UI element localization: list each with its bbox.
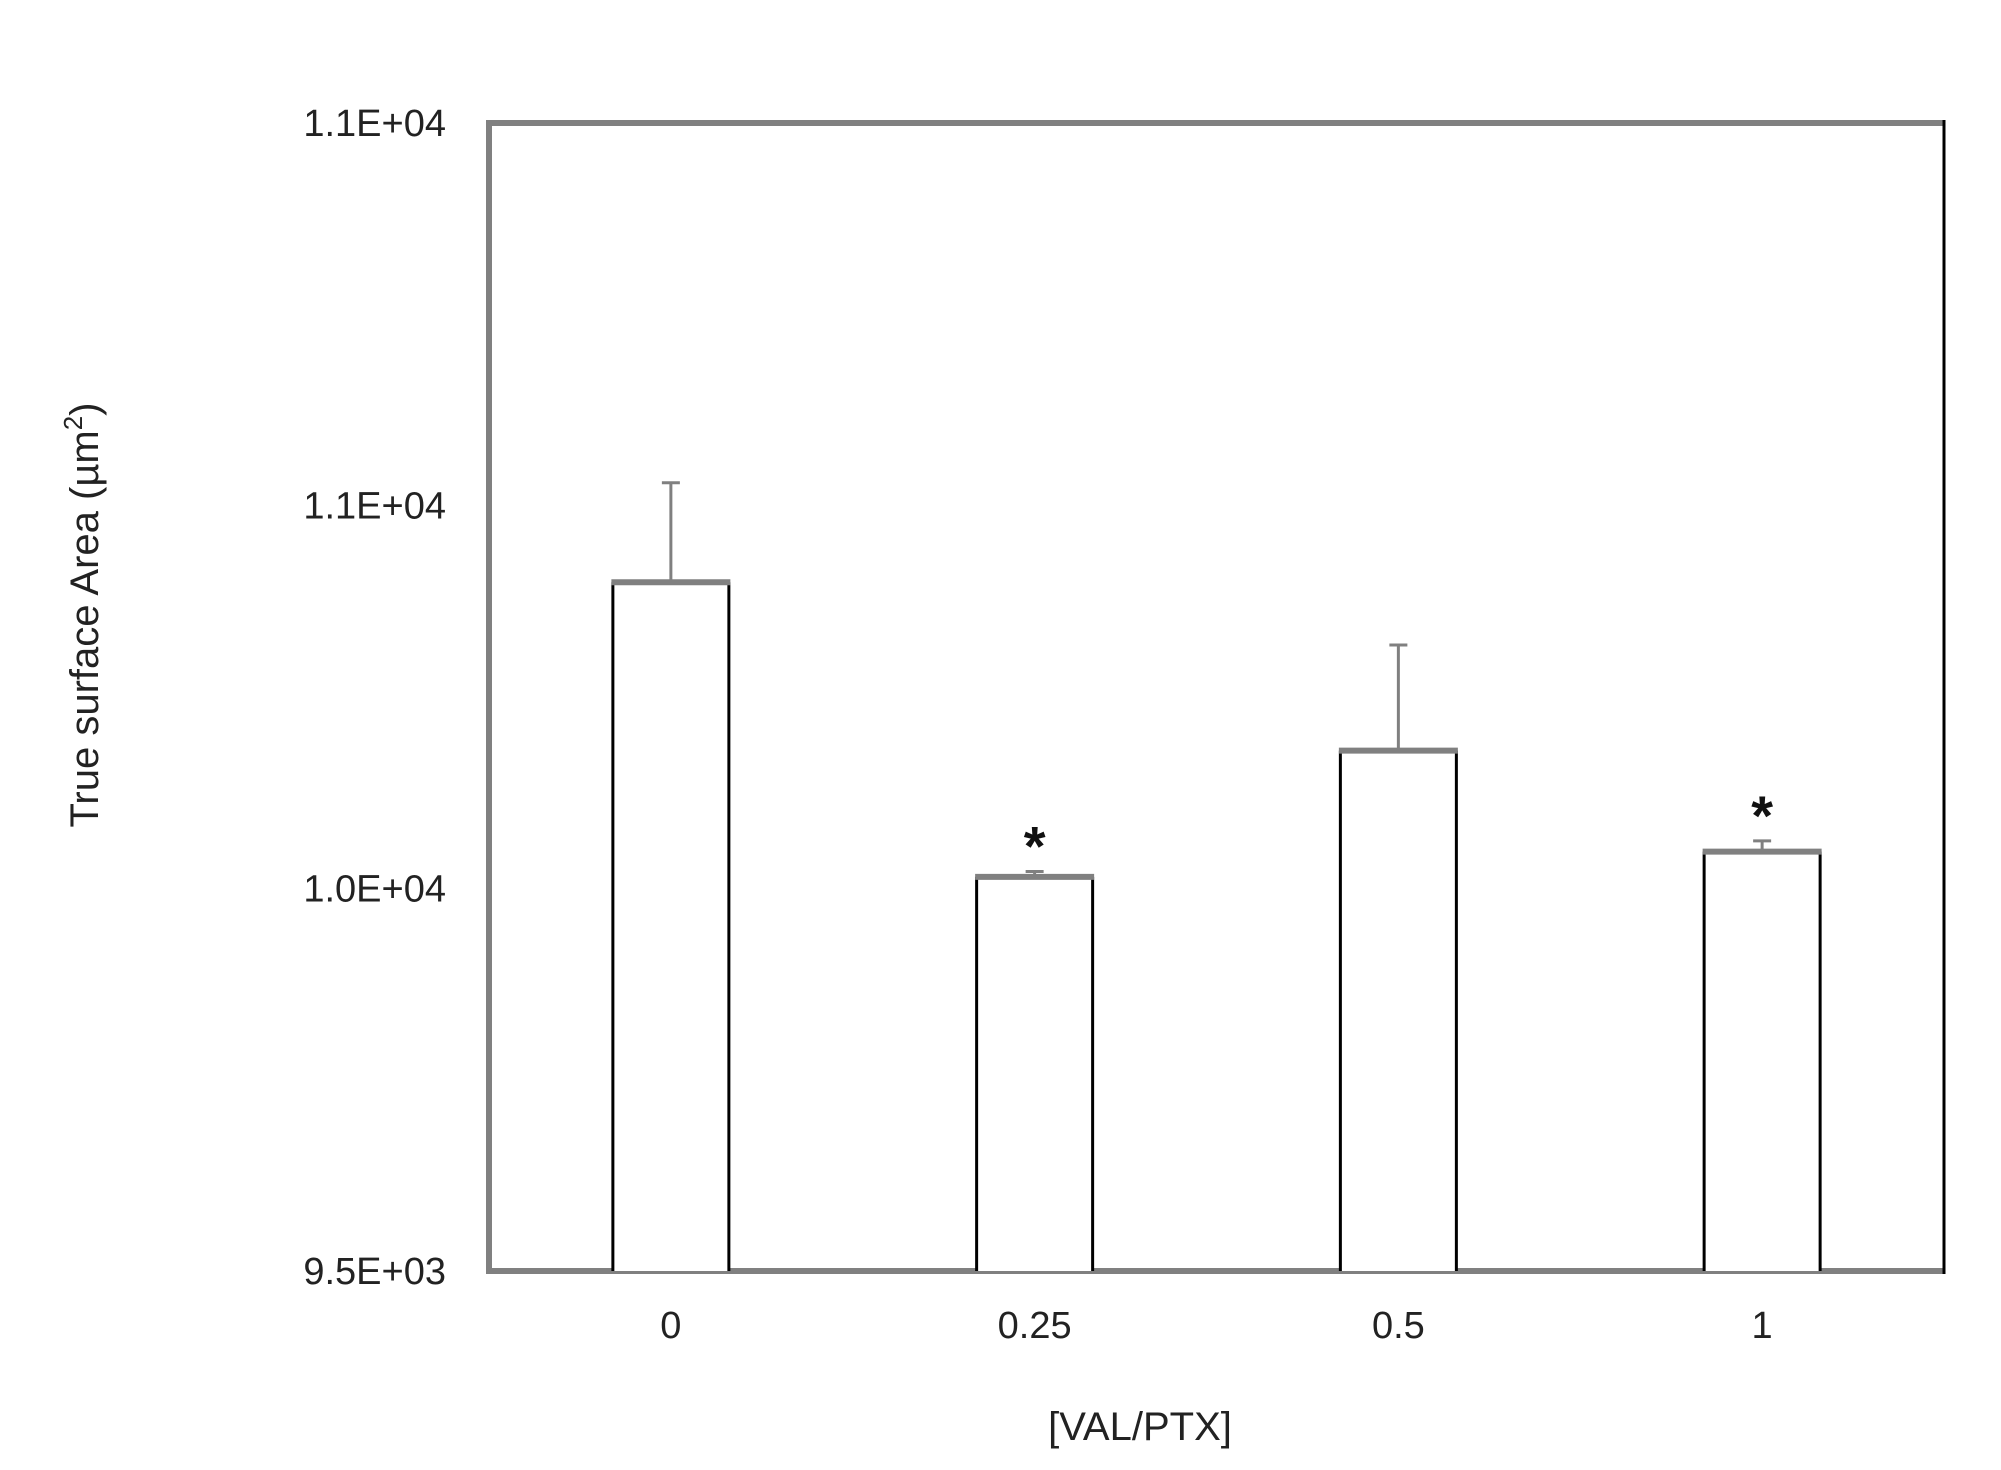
significance-group: * * <box>1024 784 1774 878</box>
bar-0.5 <box>1340 750 1457 1271</box>
y-tick-labels: 9.5E+03 1.0E+04 1.1E+04 1.1E+04 <box>303 103 446 1293</box>
x-axis-label: [VAL/PTX] <box>1048 1405 1232 1449</box>
bars-group <box>611 579 1822 1271</box>
significance-marker-1: * <box>1751 784 1773 847</box>
y-axis-label-main: True surface Area (µm <box>63 430 107 827</box>
x-tick-label-0.25: 0.25 <box>998 1305 1072 1347</box>
y-axis-label: True surface Area (µm2) <box>58 402 107 827</box>
y-tick-label-3: 1.1E+04 <box>303 103 446 145</box>
bar-1 <box>1704 851 1821 1271</box>
significance-marker-0.25: * <box>1024 814 1046 877</box>
x-tick-label-0.5: 0.5 <box>1372 1305 1425 1347</box>
x-tick-label-0: 0 <box>660 1305 681 1347</box>
y-axis-label-close: ) <box>63 402 107 415</box>
bar-0 <box>612 582 729 1271</box>
y-tick-label-2: 1.1E+04 <box>303 486 446 528</box>
x-tick-label-1: 1 <box>1752 1305 1773 1347</box>
y-axis-label-superscript: 2 <box>58 416 88 430</box>
errorbars-group <box>661 481 1772 877</box>
bar-0.25 <box>976 876 1093 1271</box>
plot-frame <box>486 120 1946 1274</box>
y-tick-label-0: 9.5E+03 <box>303 1251 446 1293</box>
x-tick-labels: 0 0.25 0.5 1 <box>660 1305 1772 1347</box>
y-tick-label-1: 1.0E+04 <box>303 868 446 910</box>
